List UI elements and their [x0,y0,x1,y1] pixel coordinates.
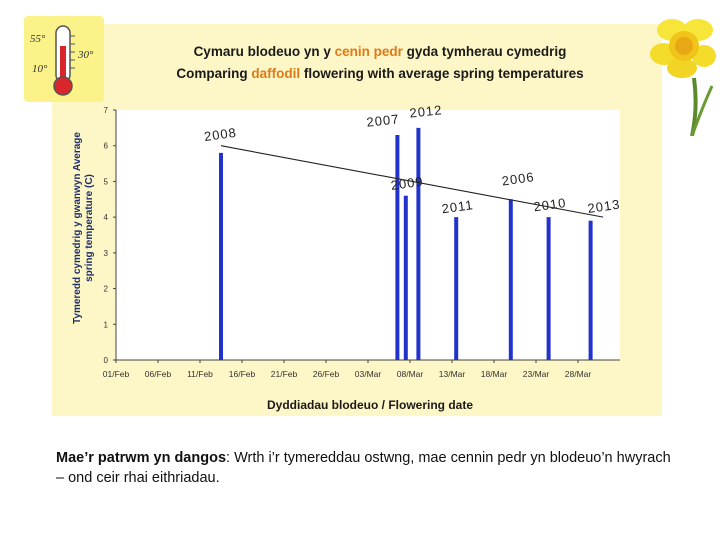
title-welsh-part: Cymaru blodeuo yn y [193,44,335,59]
y-tick-label: 5 [104,177,109,186]
title-english-part: Comparing [176,66,252,81]
x-tick-label: 23/Mar [523,369,550,379]
daffodil-icon [642,8,716,137]
year-label-2012: 2012 [409,102,443,120]
chart-title-english: Comparing daffodil flowering with averag… [120,66,640,81]
x-tick-label: 01/Feb [103,369,130,379]
year-label-2013: 2013 [587,197,622,216]
x-tick-label: 13/Mar [439,369,466,379]
y-tick-label: 1 [104,320,109,329]
x-tick-label: 03/Mar [355,369,382,379]
plot-area [116,110,620,360]
x-tick-label: 26/Feb [313,369,340,379]
caption: Mae’r patrwm yn dangos: Wrth i’r tymered… [56,448,676,488]
thermo-label-30: 30° [77,49,94,61]
y-tick-label: 2 [104,285,109,294]
y-tick-label: 6 [104,142,109,151]
y-tick-label: 0 [104,356,109,365]
y-tick-label: 3 [104,249,109,258]
caption-text: : Wrth i’r tymereddau ostwng, mae cennin… [56,450,671,486]
title-welsh-highlight: cenin pedr [334,44,403,59]
year-label-2009: 2009 [390,174,425,193]
x-tick-label: 21/Feb [271,369,298,379]
trendline [220,145,604,218]
title-english-highlight: daffodil [251,66,301,81]
chart-title-welsh: Cymaru blodeuo yn y cenin pedr gyda tymh… [120,44,640,59]
x-axis-label: Dyddiadau blodeuo / Flowering date [266,398,473,412]
x-tick-label: 16/Feb [229,369,256,379]
year-label-2007: 2007 [366,111,400,129]
bar-2011 [454,217,459,360]
y-tick-label: 4 [104,213,109,222]
bar-2006 [508,199,513,360]
year-label-2008: 2008 [203,125,238,144]
bar-2009 [403,195,408,360]
thermometer-icon: 55° 30° 10° [24,16,104,102]
x-tick-label: 06/Feb [145,369,172,379]
bar-2007 [395,135,400,360]
year-label-2010: 2010 [533,195,568,214]
x-tick-label: 28/Mar [565,369,592,379]
title-english-part: flowering with average spring temperatur… [300,66,584,81]
x-tick-label: 11/Feb [187,369,213,379]
caption-lead: Mae’r patrwm yn dangos [56,450,227,466]
bar-2012 [416,127,421,360]
title-welsh-part: gyda tymherau cymedrig [402,44,567,59]
bar-2013 [588,220,593,360]
x-tick-label: 18/Mar [481,369,508,379]
bar-2008 [219,152,223,360]
thermo-label-10: 10° [32,63,48,75]
x-tick-label: 08/Mar [397,369,424,379]
y-tick-label: 7 [104,106,109,115]
year-label-2006: 2006 [501,169,536,188]
bar-2010 [546,217,551,360]
thermo-label-55: 55° [30,33,46,45]
year-label-2011: 2011 [441,197,475,216]
